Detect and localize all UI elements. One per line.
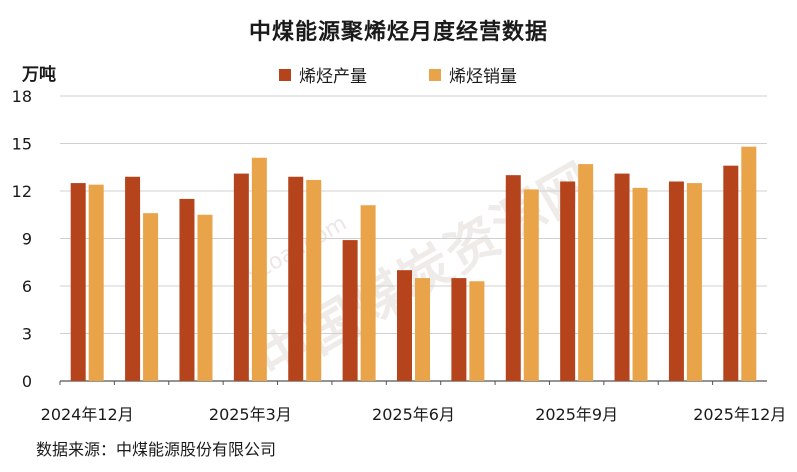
bar-production xyxy=(668,181,684,381)
bar-sales xyxy=(197,214,213,381)
bar-production xyxy=(233,173,249,381)
y-tick-label: 12 xyxy=(12,182,32,201)
legend-label-sales: 烯烃销量 xyxy=(449,67,517,87)
bar-sales xyxy=(686,183,702,381)
legend-label-production: 烯烃产量 xyxy=(299,67,367,87)
bar-sales xyxy=(415,278,430,381)
bar-production xyxy=(288,176,304,381)
y-tick-label: 6 xyxy=(22,277,32,296)
legend-item-sales: 烯烃销量 xyxy=(429,62,517,87)
data-source-note: 数据来源：中煤能源股份有限公司 xyxy=(36,440,277,459)
legend-swatch-sales xyxy=(429,68,441,81)
bar-sales xyxy=(88,184,104,381)
bar-sales xyxy=(523,189,539,381)
x-tick-label: 2025年6月 xyxy=(372,405,455,424)
y-axis-unit-label: 万吨 xyxy=(22,65,56,85)
bar-sales xyxy=(306,179,322,381)
bar-production xyxy=(397,270,412,381)
bar-production xyxy=(614,173,630,381)
bar-production xyxy=(70,183,86,381)
chart-legend: 烯烃产量 烯烃销量 xyxy=(0,60,797,87)
bar-sales xyxy=(251,157,267,381)
x-tick-label: 2025年9月 xyxy=(535,405,618,424)
bar-sales xyxy=(469,281,485,381)
bar-sales xyxy=(143,213,159,381)
bar-sales xyxy=(578,164,594,381)
y-tick-label: 18 xyxy=(12,87,32,106)
bar-sales xyxy=(741,146,757,381)
y-tick-label: 15 xyxy=(12,135,32,154)
y-tick-label: 9 xyxy=(22,230,32,249)
y-tick-label: 0 xyxy=(22,372,32,391)
x-tick-label: 2025年12月 xyxy=(693,405,786,424)
x-tick-label: 2024年12月 xyxy=(41,405,134,424)
bar-production xyxy=(505,175,521,381)
bar-production xyxy=(723,165,739,381)
bar-production xyxy=(125,176,141,381)
x-tick-label: 2025年3月 xyxy=(209,405,292,424)
bar-production xyxy=(560,181,576,381)
bar-sales xyxy=(360,205,376,381)
bar-production xyxy=(179,198,195,381)
chart-title: 中煤能源聚烯烃月度经营数据 xyxy=(248,20,548,45)
bar-production xyxy=(342,240,358,381)
bar-sales xyxy=(632,187,648,381)
legend-item-production: 烯烃产量 xyxy=(279,62,367,87)
y-tick-label: 3 xyxy=(22,325,32,344)
bar-production xyxy=(451,278,467,381)
legend-swatch-production xyxy=(279,68,291,81)
